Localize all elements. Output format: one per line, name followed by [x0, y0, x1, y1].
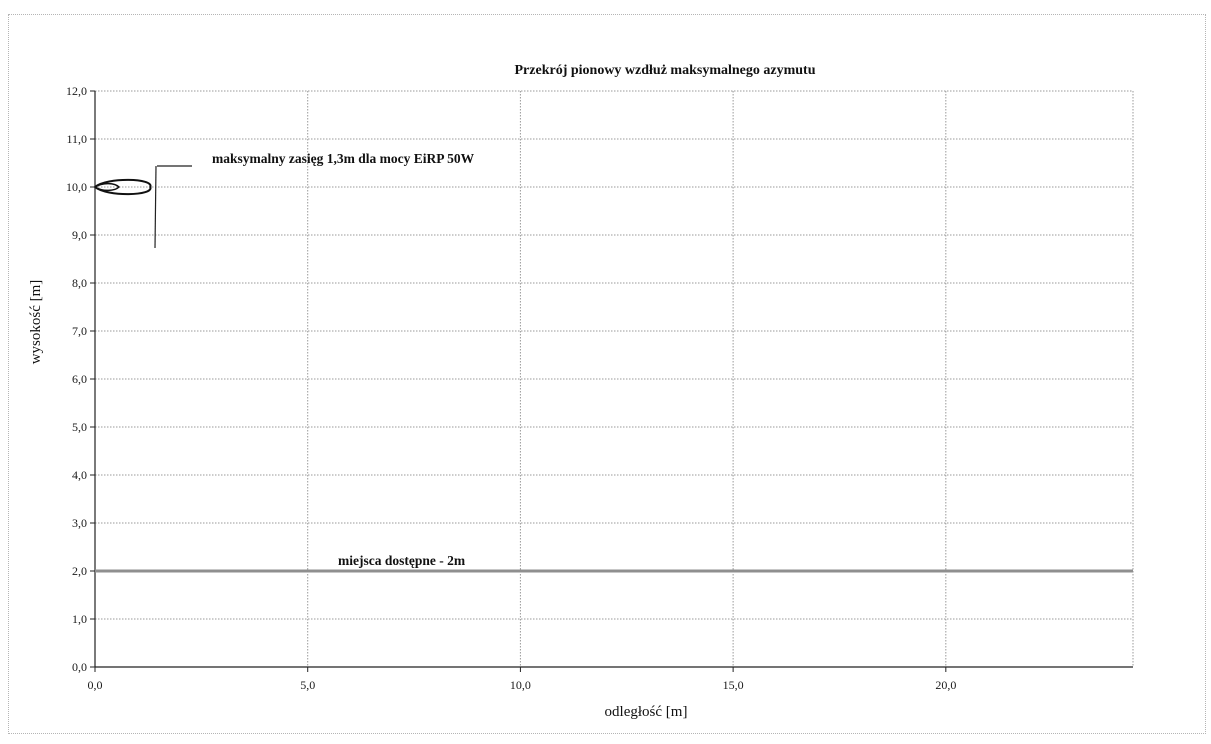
y-tick-label: 11,0: [66, 132, 87, 146]
grid: [94, 90, 1134, 668]
radiation-lobe-inner: [93, 182, 121, 192]
annotation-accessible-places: miejsca dostępne - 2m: [338, 553, 466, 568]
annotation-max-range: maksymalny zasięg 1,3m dla mocy EiRP 50W: [212, 151, 475, 166]
y-tick-label: 0,0: [72, 660, 87, 674]
y-tick-label: 5,0: [72, 420, 87, 434]
y-axis-ticks: 0,0 1,0 2,0 3,0 4,0 5,0 6,0 7,0 8,0 9,0 10,0 11,0 12…: [66, 84, 95, 674]
y-tick-label: 6,0: [72, 372, 87, 386]
radiation-lobe: [93, 178, 152, 196]
y-tick-label: 12,0: [66, 84, 87, 98]
chart-title: Przekrój pionowy wzdłuż maksymalnego azy…: [515, 63, 816, 78]
series-layer: [93, 178, 1133, 573]
x-axis-ticks: 0,0 5,0 10,0 15,0 20,0: [88, 667, 956, 692]
y-tick-label: 3,0: [72, 516, 87, 530]
y-axis-title: wysokość [m]: [28, 280, 44, 365]
y-tick-label: 4,0: [72, 468, 87, 482]
x-tick-label: 10,0: [510, 678, 531, 692]
y-tick-label: 1,0: [72, 612, 87, 626]
annotation-leader-vertical: [154, 165, 157, 249]
y-tick-label: 8,0: [72, 276, 87, 290]
x-axis-title: odległość [m]: [605, 704, 688, 720]
x-tick-label: 15,0: [723, 678, 744, 692]
x-tick-label: 5,0: [300, 678, 315, 692]
y-tick-label: 2,0: [72, 564, 87, 578]
y-tick-label: 9,0: [72, 228, 87, 242]
chart-frame: [8, 14, 1206, 734]
x-tick-label: 20,0: [935, 678, 956, 692]
y-tick-label: 7,0: [72, 324, 87, 338]
x-tick-label: 0,0: [88, 678, 103, 692]
y-tick-label: 10,0: [66, 180, 87, 194]
